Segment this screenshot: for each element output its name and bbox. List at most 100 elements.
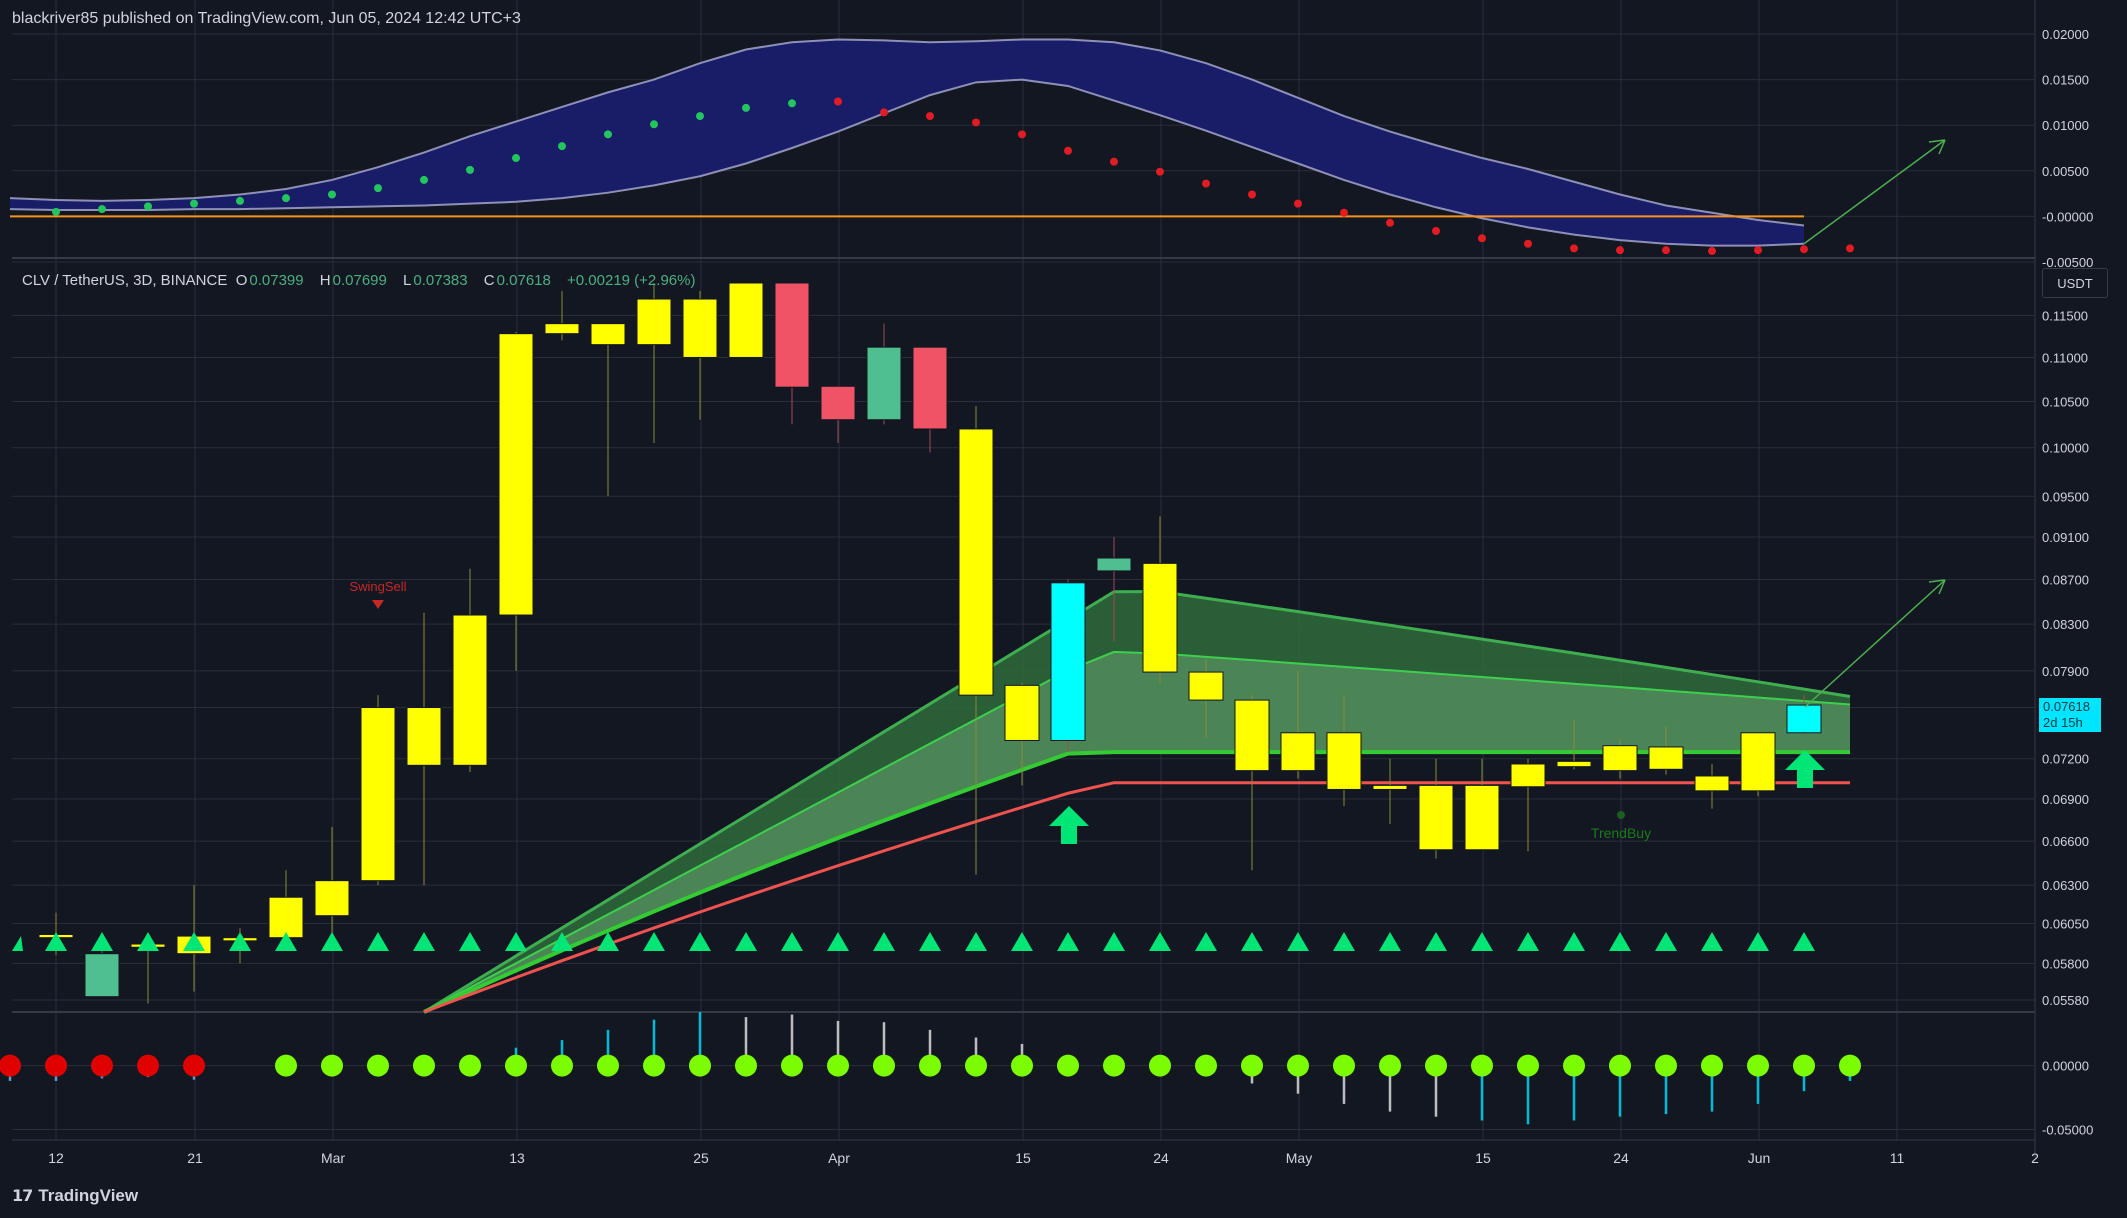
publisher-line: blackriver85 published on TradingView.co… (12, 10, 521, 27)
osc-band-line (9, 38, 1805, 227)
momentum-dot (1701, 1054, 1723, 1077)
momentum-dot (1287, 1054, 1309, 1077)
candle-body (1372, 784, 1408, 790)
trend-triangle (1011, 932, 1033, 951)
momentum-dot (1563, 1054, 1585, 1077)
momentum-dot (1517, 1054, 1539, 1077)
x-tick: 15 (1475, 1150, 1491, 1166)
trend-triangle (1701, 932, 1723, 951)
trend-triangle (321, 932, 343, 951)
osc-dot (1524, 239, 1532, 248)
price-projection-arrow (1804, 579, 1946, 708)
momentum-dot (597, 1054, 619, 1077)
trend-triangle (91, 932, 113, 951)
close-key: C (483, 272, 495, 289)
last-price-tag: 0.07618 2d 15h (2039, 698, 2101, 732)
cloud-top-line (423, 590, 1851, 1014)
trend-triangle (689, 932, 711, 951)
momentum-dot (873, 1054, 895, 1077)
momentum-dot (1011, 1054, 1033, 1077)
price-y-tick: 0.08700 (2042, 573, 2089, 588)
x-tick: Apr (828, 1150, 850, 1166)
candle-body (360, 707, 396, 882)
trend-triangle (1747, 932, 1769, 951)
osc-dot (512, 154, 520, 163)
x-tick: 2 (2031, 1150, 2039, 1166)
price-y-tick: 0.06600 (2042, 834, 2089, 849)
trend-triangle (1655, 932, 1677, 951)
currency-unit-button[interactable]: USDT (2042, 268, 2108, 298)
momentum-dot (1793, 1054, 1815, 1077)
momentum-dot (1241, 1054, 1263, 1077)
momentum-dot (551, 1054, 573, 1077)
momentum-dot (1195, 1054, 1217, 1077)
candle-body (1464, 784, 1500, 851)
candle-body (406, 707, 442, 766)
osc-dot (742, 103, 750, 112)
tradingview-footer[interactable]: 𝟭𝟳 TradingView (12, 1186, 138, 1206)
osc-y-tick: -0.00500 (2042, 255, 2093, 270)
x-tick: Jun (1748, 1150, 1771, 1166)
osc-dot (1018, 130, 1026, 139)
trend-triangle (551, 932, 573, 951)
candle-body (682, 298, 718, 358)
x-tick: 25 (693, 1150, 709, 1166)
candle-body (866, 346, 902, 421)
trend-triangle (137, 932, 159, 951)
osc-dot (1846, 244, 1854, 253)
candle-body (268, 896, 304, 939)
candle-body (1694, 775, 1730, 792)
candle-body (452, 614, 488, 766)
osc-y-tick: 0.01000 (2042, 118, 2089, 133)
trend-triangle (459, 932, 481, 951)
momentum-dot (413, 1054, 435, 1077)
price-y-tick: 0.07900 (2042, 664, 2089, 679)
momentum-dot (643, 1054, 665, 1077)
momentum-dot (0, 1054, 21, 1077)
osc-dot (696, 112, 704, 121)
osc-dot (1478, 234, 1486, 243)
price-y-tick: 0.10000 (2042, 441, 2089, 456)
trend-triangle (275, 932, 297, 951)
x-tick: 24 (1153, 1150, 1169, 1166)
x-tick: 24 (1613, 1150, 1629, 1166)
candle-body (912, 346, 948, 430)
candle-body (544, 323, 580, 335)
candle-body (1740, 732, 1776, 792)
trend-triangle (12, 936, 23, 951)
osc-dot (788, 99, 796, 108)
red-trail-line (423, 781, 1850, 1014)
momentum-dot (689, 1054, 711, 1077)
candle-body (1142, 562, 1178, 673)
osc-dot (282, 194, 290, 203)
trend-triangle (965, 932, 987, 951)
momentum-dot (367, 1054, 389, 1077)
candle-body (1096, 557, 1132, 572)
osc-dot (1662, 246, 1670, 255)
candle-body (958, 428, 994, 696)
osc-dot (1156, 167, 1164, 176)
osc-y-tick: 0.00500 (2042, 164, 2089, 179)
trendbuy-marker (1617, 811, 1625, 819)
open-value: 0.07399 (249, 272, 304, 289)
osc-dot (834, 97, 842, 106)
momentum-dot (1839, 1054, 1861, 1077)
osc-dot (1386, 218, 1394, 227)
osc-dot (558, 142, 566, 151)
osc-dot (1754, 246, 1762, 255)
momentum-dot (1747, 1054, 1769, 1077)
momentum-dot (459, 1054, 481, 1077)
osc-dot (926, 112, 934, 121)
candle-body (1004, 684, 1040, 741)
open-key: O (235, 272, 248, 289)
candle-body (820, 385, 856, 421)
momentum-dot (45, 1054, 67, 1077)
trend-triangle (919, 932, 941, 951)
candle-body (590, 323, 626, 346)
trend-triangle (1149, 932, 1171, 951)
x-tick: Mar (321, 1150, 345, 1166)
candle-body (498, 333, 534, 616)
osc-dot (1340, 208, 1348, 217)
trend-triangle (1057, 932, 1079, 951)
